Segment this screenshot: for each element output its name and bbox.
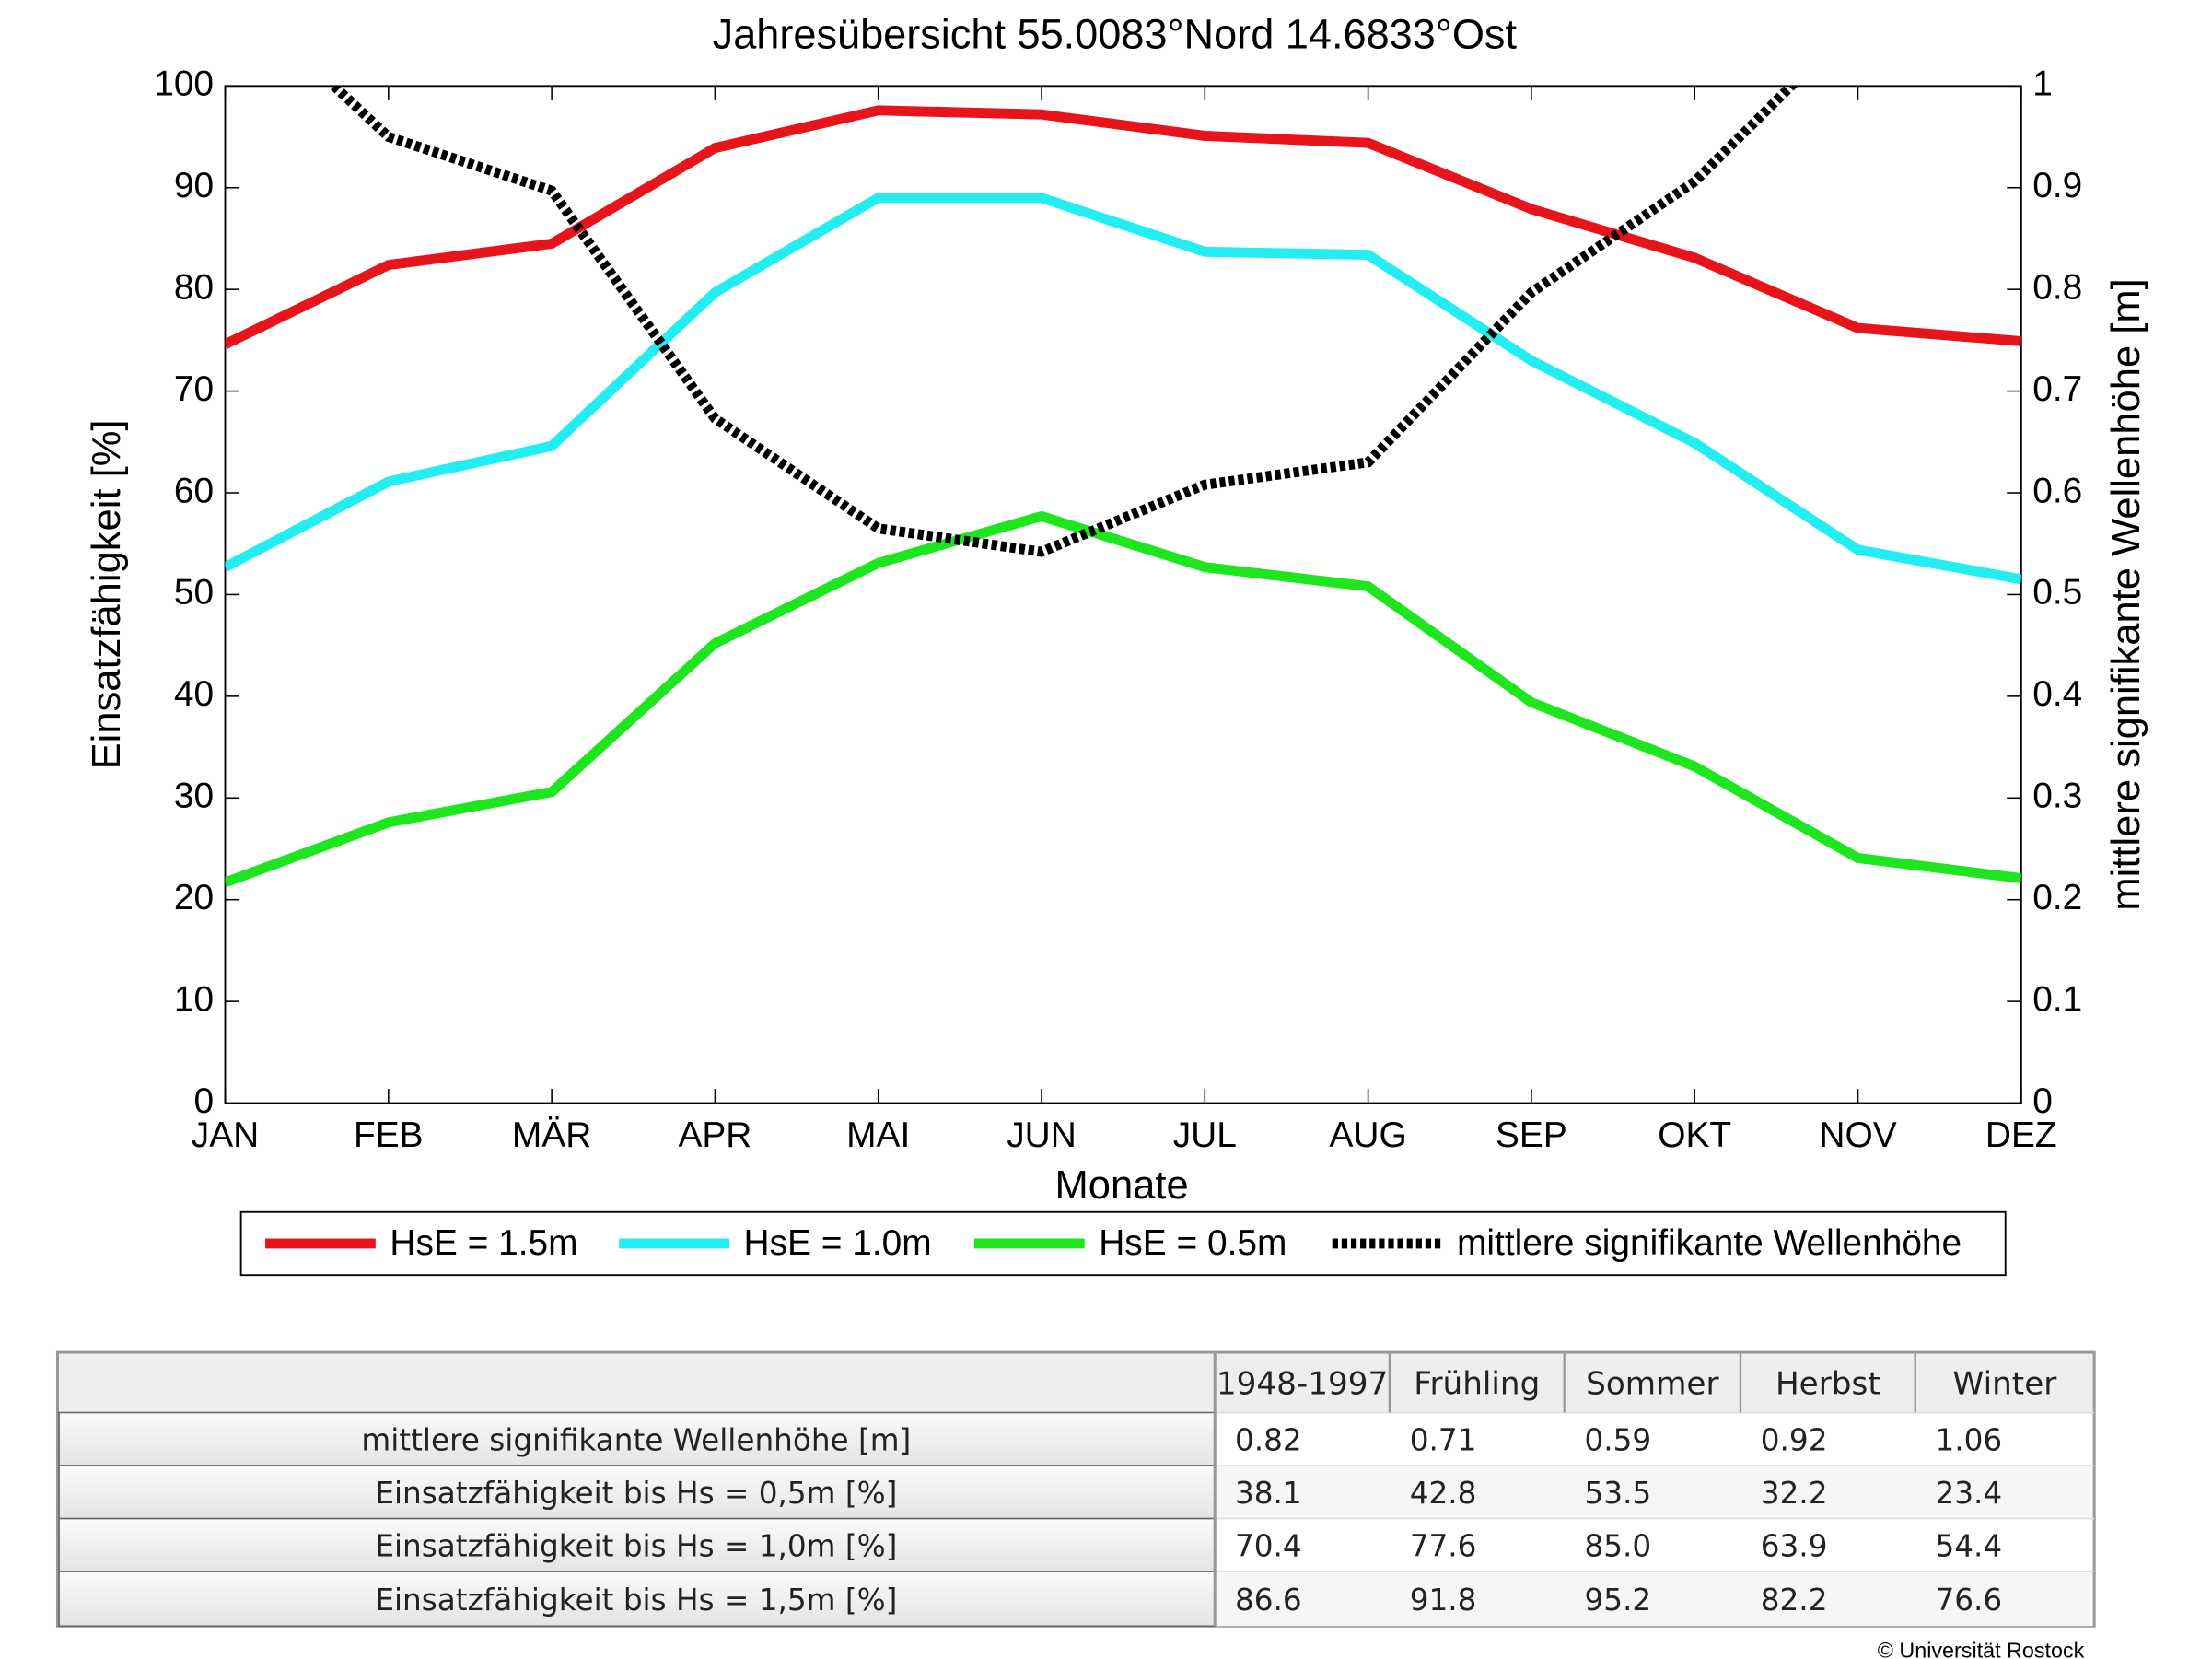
table-header: Winter xyxy=(1953,1365,2058,1402)
table-cell: 76.6 xyxy=(1936,1583,2003,1618)
y2-tick-label: 0.7 xyxy=(2032,369,2082,409)
legend-label: mittlere signifikante Wellenhöhe xyxy=(1457,1223,1962,1263)
chart-title: Jahresübersicht 55.0083°Nord 14.6833°Ost xyxy=(713,10,1518,57)
x-tick-label: OKT xyxy=(1658,1116,1731,1155)
legend-label: HsE = 0.5m xyxy=(1099,1223,1286,1263)
series-line xyxy=(225,510,2021,888)
x-tick-label: MAI xyxy=(846,1116,910,1155)
y-tick-label: 10 xyxy=(174,979,214,1019)
series-line xyxy=(225,193,2021,585)
y-tick-label: 40 xyxy=(174,674,214,714)
table-cell: 85.0 xyxy=(1584,1528,1651,1563)
row-band xyxy=(1215,1466,2093,1519)
row-label: mittlere signifikante Wellenhöhe [m] xyxy=(361,1422,911,1457)
table-cell: 53.5 xyxy=(1584,1476,1651,1511)
row-label-bg xyxy=(58,1465,1216,1520)
y-tick-label: 60 xyxy=(174,471,214,510)
y-tick-label: 90 xyxy=(174,166,214,205)
x-tick-label: NOV xyxy=(1819,1116,1896,1155)
row-label: Einsatzfähigkeit bis Hs = 1,0m [%] xyxy=(375,1528,897,1563)
table-cell: 70.4 xyxy=(1235,1528,1302,1563)
row-label: Einsatzfähigkeit bis Hs = 0,5m [%] xyxy=(375,1476,897,1511)
table-cell: 54.4 xyxy=(1936,1528,2003,1563)
table-cell: 0.82 xyxy=(1235,1422,1302,1457)
row-label: Einsatzfähigkeit bis Hs = 1,5m [%] xyxy=(375,1583,897,1618)
y2-tick-label: 0.9 xyxy=(2032,166,2082,205)
table-cell: 23.4 xyxy=(1936,1476,2003,1511)
table-cell: 95.2 xyxy=(1584,1583,1651,1618)
x-tick-label: MÄR xyxy=(512,1116,591,1155)
y2-tick-label: 0 xyxy=(2032,1081,2053,1121)
y2-tick-label: 1 xyxy=(2032,64,2053,104)
table-header: Sommer xyxy=(1586,1365,1719,1402)
table-cell: 91.8 xyxy=(1410,1583,1477,1618)
table-header: Frühling xyxy=(1414,1365,1540,1402)
x-tick-label: APR xyxy=(678,1116,751,1155)
y-tick-label: 70 xyxy=(174,369,214,409)
table-cell: 0.59 xyxy=(1584,1422,1651,1457)
y2-tick-label: 0.6 xyxy=(2032,471,2082,510)
y-axis-label: Einsatzfähigkeit [%] xyxy=(85,419,129,769)
y-tick-label: 30 xyxy=(174,777,214,816)
series-line xyxy=(326,86,1799,557)
x-tick-label: JUN xyxy=(1007,1116,1077,1155)
y-tick-label: 100 xyxy=(154,64,214,104)
y2-tick-label: 0.8 xyxy=(2032,267,2082,307)
table-cell: 63.9 xyxy=(1761,1528,1828,1563)
legend-box xyxy=(239,1210,2007,1277)
header-bg xyxy=(59,1353,2093,1413)
x-tick-label: DEZ xyxy=(1985,1116,2057,1155)
table-header: Herbst xyxy=(1775,1365,1880,1402)
plot-frame xyxy=(224,85,2022,1104)
table-cell: 82.2 xyxy=(1761,1583,1828,1618)
y-tick-label: 20 xyxy=(174,878,214,917)
table-cell: 38.1 xyxy=(1235,1476,1302,1511)
table-cell: 1.06 xyxy=(1936,1422,2003,1457)
table-header: 1948-1997 xyxy=(1217,1365,1388,1402)
row-label-bg xyxy=(58,1411,1216,1466)
y2-tick-label: 0.5 xyxy=(2032,573,2082,613)
x-tick-label: FEB xyxy=(354,1116,424,1155)
row-label-bg xyxy=(58,1571,1216,1628)
y-tick-label: 80 xyxy=(174,267,214,307)
table-cell: 0.71 xyxy=(1410,1422,1477,1457)
series-line xyxy=(225,105,2021,349)
x-tick-label: JUL xyxy=(1173,1116,1237,1155)
y2-axis-label: mittlere signifikante Wellenhöhe [m] xyxy=(2104,278,2148,910)
y-tick-label: 0 xyxy=(193,1081,214,1121)
x-axis-label: Monate xyxy=(1055,1163,1189,1208)
table-cell: 86.6 xyxy=(1235,1583,1302,1618)
table-cell: 77.6 xyxy=(1410,1528,1477,1563)
x-tick-label: SEP xyxy=(1496,1116,1567,1155)
table-cell: 0.92 xyxy=(1761,1422,1828,1457)
table-cell: 32.2 xyxy=(1761,1476,1828,1511)
plot-area xyxy=(225,86,2021,888)
y2-tick-label: 0.4 xyxy=(2032,674,2082,714)
row-band xyxy=(1215,1571,2093,1627)
table: 1948-1997 Frühling Sommer Herbst Winter mittl… xyxy=(55,1350,2096,1628)
table-cell: 42.8 xyxy=(1410,1476,1477,1511)
y2-tick-label: 0.3 xyxy=(2032,777,2082,816)
legend-label: HsE = 1.5m xyxy=(390,1223,577,1263)
y-tick-label: 50 xyxy=(174,573,214,613)
y2-tick-label: 0.2 xyxy=(2032,878,2082,917)
legend-label: HsE = 1.0m xyxy=(744,1223,932,1263)
y2-tick-label: 0.1 xyxy=(2032,979,2082,1019)
footer: © Universität Rostock xyxy=(1878,1638,2085,1659)
x-tick-label: JAN xyxy=(192,1116,259,1155)
x-tick-label: AUG xyxy=(1329,1116,1406,1155)
